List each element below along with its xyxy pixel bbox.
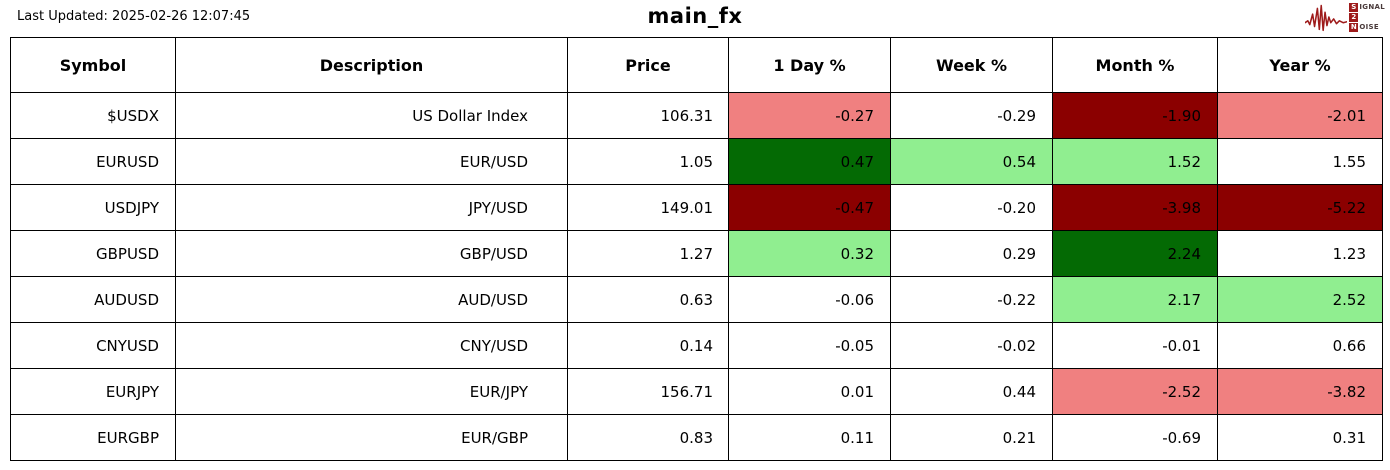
cell-month-pct: 2.24 (1052, 230, 1218, 277)
cell-day-pct: 0.11 (728, 414, 891, 461)
column-header-day-pct: 1 Day % (728, 37, 891, 93)
cell-year-pct: -2.01 (1217, 92, 1383, 139)
cell-week-pct: 0.29 (890, 230, 1053, 277)
cell-month-pct: 1.52 (1052, 138, 1218, 185)
last-updated-label: Last Updated: 2025-02-26 12:07:45 (17, 9, 251, 24)
cell-week-pct: -0.22 (890, 276, 1053, 323)
cell-description: GBP/USD (175, 230, 568, 277)
table-row: GBPUSD GBP/USD 1.27 0.32 0.29 2.24 1.23 (10, 230, 1383, 277)
cell-month-pct: -2.52 (1052, 368, 1218, 415)
cell-year-pct: 0.66 (1217, 322, 1383, 369)
cell-day-pct: -0.27 (728, 92, 891, 139)
table-row: EURJPY EUR/JPY 156.71 0.01 0.44 -2.52 -3.82 (10, 368, 1383, 415)
logo-line-2: 2 (1349, 12, 1385, 22)
logo-line-signal: S IGNAL (1349, 2, 1385, 12)
column-header-year-pct: Year % (1217, 37, 1383, 93)
cell-month-pct: -0.01 (1052, 322, 1218, 369)
cell-year-pct: 0.31 (1217, 414, 1383, 461)
table-row: CNYUSD CNY/USD 0.14 -0.05 -0.02 -0.01 0.66 (10, 322, 1383, 369)
cell-description: JPY/USD (175, 184, 568, 231)
fx-table: Symbol Description Price 1 Day % Week % Month… (10, 37, 1383, 461)
logo-letterbox-n: N (1349, 22, 1359, 32)
signal2noise-logo: S IGNAL 2 N OISE (1305, 2, 1385, 32)
cell-week-pct: 0.54 (890, 138, 1053, 185)
logo-line-noise: N OISE (1349, 22, 1385, 32)
logo-letterbox-2: 2 (1349, 12, 1359, 22)
cell-description: CNY/USD (175, 322, 568, 369)
cell-description: EUR/JPY (175, 368, 568, 415)
cell-symbol: USDJPY (10, 184, 176, 231)
cell-year-pct: 1.23 (1217, 230, 1383, 277)
table-row: AUDUSD AUD/USD 0.63 -0.06 -0.22 2.17 2.52 (10, 276, 1383, 323)
cell-price: 106.31 (567, 92, 729, 139)
cell-day-pct: -0.06 (728, 276, 891, 323)
cell-symbol: EURJPY (10, 368, 176, 415)
table-row: EURUSD EUR/USD 1.05 0.47 0.54 1.52 1.55 (10, 138, 1383, 185)
cell-symbol: CNYUSD (10, 322, 176, 369)
table-body: $USDX US Dollar Index 106.31 -0.27 -0.29 -1.9… (10, 92, 1383, 461)
cell-year-pct: 1.55 (1217, 138, 1383, 185)
cell-year-pct: -5.22 (1217, 184, 1383, 231)
cell-week-pct: -0.29 (890, 92, 1053, 139)
cell-symbol: EURGBP (10, 414, 176, 461)
cell-description: AUD/USD (175, 276, 568, 323)
column-header-price: Price (567, 37, 729, 93)
logo-letterbox-s: S (1349, 2, 1359, 12)
cell-symbol: GBPUSD (10, 230, 176, 277)
cell-day-pct: 0.01 (728, 368, 891, 415)
cell-symbol: AUDUSD (10, 276, 176, 323)
cell-day-pct: -0.47 (728, 184, 891, 231)
header-row: Symbol Description Price 1 Day % Week % Month… (10, 37, 1383, 93)
cell-price: 0.14 (567, 322, 729, 369)
cell-description: EUR/GBP (175, 414, 568, 461)
cell-month-pct: -1.90 (1052, 92, 1218, 139)
cell-description: US Dollar Index (175, 92, 568, 139)
column-header-description: Description (175, 37, 568, 93)
cell-month-pct: -0.69 (1052, 414, 1218, 461)
cell-month-pct: 2.17 (1052, 276, 1218, 323)
logo-word-signal-rest: IGNAL (1359, 3, 1385, 11)
cell-day-pct: 0.32 (728, 230, 891, 277)
waveform-icon (1305, 4, 1348, 32)
column-header-symbol: Symbol (10, 37, 176, 93)
table-row: EURGBP EUR/GBP 0.83 0.11 0.21 -0.69 0.31 (10, 414, 1383, 461)
cell-symbol: EURUSD (10, 138, 176, 185)
cell-day-pct: -0.05 (728, 322, 891, 369)
logo-text: S IGNAL 2 N OISE (1349, 2, 1385, 32)
cell-price: 0.83 (567, 414, 729, 461)
cell-day-pct: 0.47 (728, 138, 891, 185)
cell-week-pct: 0.21 (890, 414, 1053, 461)
cell-price: 149.01 (567, 184, 729, 231)
page-title: main_fx (647, 4, 743, 28)
column-header-week-pct: Week % (890, 37, 1053, 93)
cell-week-pct: -0.02 (890, 322, 1053, 369)
cell-week-pct: -0.20 (890, 184, 1053, 231)
cell-price: 0.63 (567, 276, 729, 323)
cell-year-pct: -3.82 (1217, 368, 1383, 415)
cell-price: 156.71 (567, 368, 729, 415)
cell-price: 1.05 (567, 138, 729, 185)
cell-year-pct: 2.52 (1217, 276, 1383, 323)
cell-week-pct: 0.44 (890, 368, 1053, 415)
cell-symbol: $USDX (10, 92, 176, 139)
cell-month-pct: -3.98 (1052, 184, 1218, 231)
cell-description: EUR/USD (175, 138, 568, 185)
logo-word-noise-rest: OISE (1359, 23, 1379, 31)
cell-price: 1.27 (567, 230, 729, 277)
table-row: $USDX US Dollar Index 106.31 -0.27 -0.29 -1.9… (10, 92, 1383, 139)
column-header-month-pct: Month % (1052, 37, 1218, 93)
table-row: USDJPY JPY/USD 149.01 -0.47 -0.20 -3.98 -5.22 (10, 184, 1383, 231)
